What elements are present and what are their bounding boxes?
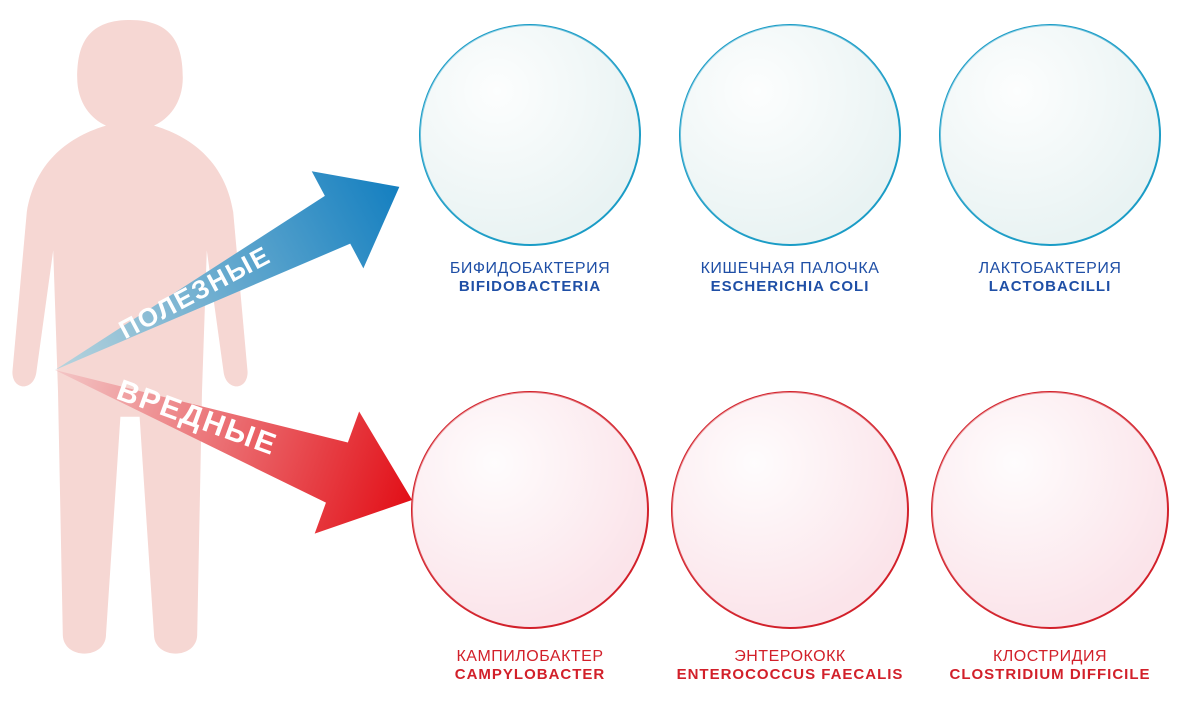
bacteria-entero xyxy=(672,392,908,628)
bacteria-campylo xyxy=(412,392,648,628)
infographic-svg: ПОЛЕЗНЫЕВРЕДНЫЕ xyxy=(0,0,1200,724)
bacteria-lacto xyxy=(940,25,1160,245)
label-en: ESCHERICHIA COLI xyxy=(660,278,920,295)
label-ru: КИШЕЧНАЯ ПАЛОЧКА xyxy=(660,260,920,278)
bacteria-ecoli xyxy=(680,25,900,245)
label-en: CAMPYLOBACTER xyxy=(400,666,660,683)
label-en: CLOSTRIDIUM DIFFICILE xyxy=(920,666,1180,683)
label-bifido: БИФИДОБАКТЕРИЯBIFIDOBACTERIA xyxy=(400,260,660,295)
label-ru: КАМПИЛОБАКТЕР xyxy=(400,648,660,666)
label-ru: КЛОСТРИДИЯ xyxy=(920,648,1180,666)
label-ru: ЭНТЕРОКОКК xyxy=(660,648,920,666)
infographic-stage: ПОЛЕЗНЫЕВРЕДНЫЕ БИФИДОБАКТЕРИЯBIFIDOBACT… xyxy=(0,0,1200,724)
label-en: LACTOBACILLI xyxy=(920,278,1180,295)
bacteria-bifido xyxy=(420,25,640,245)
label-campylo: КАМПИЛОБАКТЕРCAMPYLOBACTER xyxy=(400,648,660,683)
label-entero: ЭНТЕРОКОККENTEROCOCCUS FAECALIS xyxy=(660,648,920,683)
label-en: ENTEROCOCCUS FAECALIS xyxy=(660,666,920,683)
label-ecoli: КИШЕЧНАЯ ПАЛОЧКАESCHERICHIA COLI xyxy=(660,260,920,295)
label-en: BIFIDOBACTERIA xyxy=(400,278,660,295)
label-lacto: ЛАКТОБАКТЕРИЯLACTOBACILLI xyxy=(920,260,1180,295)
bacteria-clostri xyxy=(932,392,1168,628)
label-clostri: КЛОСТРИДИЯCLOSTRIDIUM DIFFICILE xyxy=(920,648,1180,683)
label-ru: БИФИДОБАКТЕРИЯ xyxy=(400,260,660,278)
label-ru: ЛАКТОБАКТЕРИЯ xyxy=(920,260,1180,278)
